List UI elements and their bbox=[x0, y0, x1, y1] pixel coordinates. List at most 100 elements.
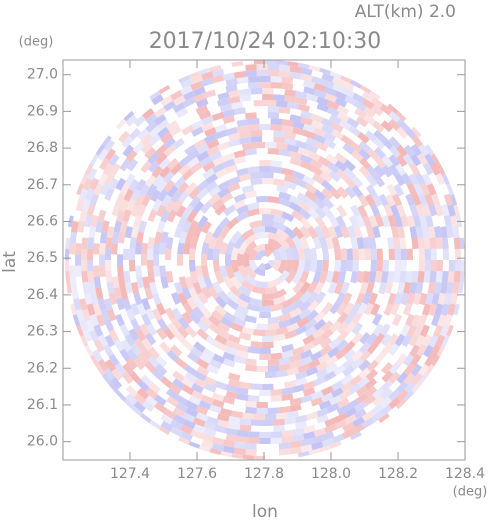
radar-cell bbox=[136, 276, 144, 289]
radar-cell bbox=[177, 181, 190, 195]
radar-cell bbox=[453, 303, 460, 316]
radar-cell bbox=[295, 90, 308, 100]
radar-cell bbox=[257, 249, 265, 258]
radar-cell bbox=[228, 176, 241, 186]
radar-cell bbox=[192, 93, 206, 103]
radar-cell bbox=[278, 106, 291, 114]
radar-cell bbox=[108, 178, 119, 191]
radar-cell bbox=[411, 270, 419, 283]
radar-cell bbox=[145, 113, 158, 125]
radar-cell bbox=[97, 148, 109, 162]
radar-cell bbox=[259, 437, 271, 444]
radar-cell bbox=[395, 398, 407, 410]
radar-cell bbox=[350, 431, 362, 441]
radar-cell bbox=[116, 297, 126, 311]
radar-cell bbox=[368, 237, 377, 250]
radar-cell bbox=[300, 116, 313, 126]
radar-cell bbox=[316, 407, 330, 418]
radar-cell bbox=[446, 226, 454, 238]
radar-cell bbox=[259, 160, 271, 167]
radar-cell bbox=[188, 395, 201, 406]
radar-cell bbox=[148, 160, 160, 173]
radar-cell bbox=[441, 335, 450, 347]
radar-cell bbox=[75, 198, 85, 212]
radar-cell bbox=[228, 96, 241, 104]
radar-cell bbox=[448, 260, 456, 272]
radar-cell bbox=[331, 236, 341, 249]
radar-cell bbox=[410, 363, 422, 377]
radar-cell bbox=[178, 155, 191, 168]
radar-cell bbox=[236, 204, 249, 215]
radar-cell bbox=[254, 252, 263, 260]
radar-cell bbox=[366, 225, 375, 239]
radar-cell bbox=[389, 145, 401, 158]
radar-cell bbox=[82, 177, 93, 191]
radar-cell bbox=[152, 254, 160, 266]
radar-cell bbox=[119, 183, 130, 196]
radar-cell bbox=[212, 281, 223, 295]
radar-cell bbox=[346, 225, 356, 239]
radar-cell bbox=[195, 98, 209, 108]
radar-cell bbox=[108, 292, 118, 306]
x-axis-label: lon bbox=[252, 502, 278, 521]
radar-cell bbox=[318, 400, 332, 410]
radar-cell bbox=[336, 302, 348, 316]
radar-cell bbox=[440, 204, 450, 217]
radar-cell bbox=[100, 308, 110, 322]
radar-cell bbox=[193, 341, 206, 353]
radar-cell bbox=[325, 153, 339, 165]
radar-cell bbox=[203, 376, 217, 387]
radar-cell bbox=[214, 203, 227, 216]
radar-cell bbox=[191, 126, 204, 137]
radar-cell bbox=[247, 82, 260, 89]
radar-cell bbox=[175, 401, 189, 413]
radar-cell bbox=[244, 358, 257, 366]
radar-cell bbox=[270, 160, 283, 168]
radar-cell bbox=[435, 172, 446, 186]
radar-cell bbox=[350, 236, 359, 249]
radar-cell bbox=[304, 326, 318, 338]
radar-cell bbox=[203, 230, 214, 244]
radar-cell bbox=[222, 109, 236, 118]
radar-cell bbox=[336, 111, 350, 123]
radar-cell bbox=[359, 85, 372, 94]
radar-cell bbox=[313, 427, 327, 437]
radar-cell bbox=[247, 346, 260, 354]
radar-cell bbox=[75, 243, 82, 255]
radar-cell bbox=[297, 247, 305, 260]
radar-cell bbox=[453, 204, 460, 217]
radar-cell bbox=[119, 348, 131, 362]
y-axis-label: lat bbox=[0, 251, 20, 273]
radar-cell bbox=[233, 193, 247, 203]
radar-cell bbox=[307, 291, 319, 305]
radar-cell bbox=[193, 86, 206, 97]
radar-cell bbox=[90, 153, 99, 166]
radar-cell bbox=[333, 281, 344, 295]
radar-cell bbox=[342, 422, 355, 433]
radar-cell bbox=[321, 392, 334, 403]
radar-cell bbox=[184, 364, 197, 376]
radar-cell bbox=[411, 372, 423, 385]
radar-cell bbox=[192, 306, 205, 319]
radar-cell bbox=[303, 80, 316, 89]
radar-cell bbox=[291, 235, 303, 249]
radar-cell bbox=[188, 187, 201, 200]
radar-cell bbox=[313, 189, 327, 202]
radar-cell bbox=[394, 248, 401, 260]
radar-cell bbox=[172, 370, 185, 383]
radar-cell bbox=[84, 292, 93, 305]
radar-cell bbox=[170, 344, 183, 357]
radar-cell bbox=[253, 142, 265, 149]
radar-cell bbox=[99, 231, 108, 244]
radar-cell bbox=[329, 114, 342, 125]
y-tick-label: 26.9 bbox=[27, 103, 58, 119]
radar-cell bbox=[202, 347, 216, 359]
radar-cell bbox=[411, 126, 422, 138]
radar-cell bbox=[99, 242, 106, 255]
radar-cell bbox=[423, 344, 434, 358]
radar-cell bbox=[278, 363, 291, 372]
radar-cell bbox=[217, 329, 231, 340]
radar-cell bbox=[236, 350, 249, 359]
radar-cell bbox=[382, 260, 390, 272]
radar-cell bbox=[90, 354, 99, 367]
